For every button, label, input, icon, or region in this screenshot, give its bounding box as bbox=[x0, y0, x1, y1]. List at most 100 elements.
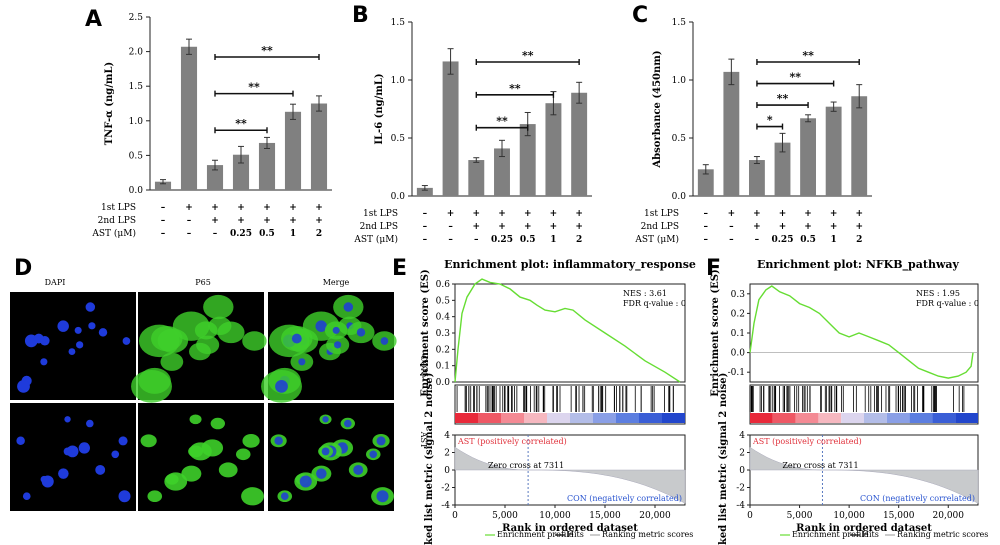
nucleus bbox=[298, 358, 306, 366]
nucleus bbox=[322, 416, 329, 423]
condition-cell: + bbox=[804, 209, 812, 219]
condition-cell: + bbox=[185, 203, 193, 213]
bar bbox=[749, 160, 765, 196]
es-axis-label: Enrichment score (ES) bbox=[420, 269, 431, 396]
condition-cell: + bbox=[315, 216, 323, 226]
condition-cell: + bbox=[447, 209, 455, 219]
condition-cell: + bbox=[473, 222, 481, 232]
condition-cell: + bbox=[855, 209, 863, 219]
nucleus bbox=[291, 333, 302, 344]
zero-cross-label: Zero cross at 7311 bbox=[782, 461, 858, 470]
nucleus bbox=[22, 492, 31, 501]
condition-cell: + bbox=[779, 209, 787, 219]
panel-label-b: B bbox=[352, 3, 369, 28]
nucleus bbox=[57, 320, 69, 332]
condition-cell: – bbox=[474, 235, 479, 245]
p65-signal bbox=[140, 434, 157, 448]
x-tick-label: 20,000 bbox=[639, 511, 671, 521]
enrichment-curve bbox=[749, 285, 974, 379]
p65-signal bbox=[235, 448, 251, 461]
nes-label: NES : 1.95 bbox=[916, 289, 960, 298]
y-tick-label: 1.0 bbox=[672, 76, 687, 86]
p65-signal bbox=[131, 370, 172, 403]
bar bbox=[468, 160, 485, 196]
condition-cell: 0.5 bbox=[259, 229, 275, 239]
legend-metric: Ranking metric scores bbox=[897, 530, 988, 539]
nucleus bbox=[343, 302, 354, 312]
nucleus bbox=[118, 436, 128, 446]
fdr-label: FDR q-value : 0 bbox=[623, 299, 686, 308]
x-tick-label: 5,000 bbox=[492, 511, 518, 521]
nucleus bbox=[63, 447, 72, 456]
significance-label: ** bbox=[235, 117, 247, 130]
rank-color-band bbox=[547, 413, 570, 423]
es-tick-label: 0.4 bbox=[436, 313, 451, 323]
bar bbox=[851, 96, 868, 196]
ranking-metric-area bbox=[454, 446, 686, 504]
p65-signal bbox=[242, 434, 260, 448]
condition-cell: – bbox=[729, 235, 734, 245]
y-tick-label: 1.0 bbox=[129, 117, 144, 127]
significance-label: ** bbox=[790, 71, 802, 84]
x-axis-label: Rank in ordered dataset bbox=[796, 523, 932, 534]
condition-cell: – bbox=[729, 222, 734, 232]
condition-cell: – bbox=[187, 229, 192, 239]
p65-signal bbox=[147, 490, 163, 503]
condition-cell: + bbox=[211, 216, 219, 226]
condition-cell: + bbox=[315, 203, 323, 213]
negative-label: CON (negatively correlated) bbox=[860, 494, 975, 503]
legend-profile: Enrichment profile bbox=[792, 530, 869, 539]
rank-color-band bbox=[616, 413, 639, 423]
rank-color-band bbox=[795, 413, 819, 423]
nucleus bbox=[98, 328, 108, 337]
micrograph bbox=[261, 292, 397, 403]
condition-cell: + bbox=[575, 209, 583, 219]
condition-cell: + bbox=[237, 216, 245, 226]
nucleus bbox=[58, 468, 69, 479]
condition-cell: 2 bbox=[576, 235, 582, 245]
metric-tick-label: 2 bbox=[444, 449, 450, 459]
condition-cell: – bbox=[423, 235, 428, 245]
panel-label-c: C bbox=[632, 3, 648, 28]
condition-cell: + bbox=[830, 209, 838, 219]
condition-cell: 0.25 bbox=[772, 235, 794, 245]
condition-cell: + bbox=[804, 222, 812, 232]
condition-cell: – bbox=[161, 216, 166, 226]
metric-axis-label: Ranked list metric (signal 2 noise) bbox=[718, 373, 729, 545]
rank-color-band bbox=[662, 413, 685, 423]
condition-cell: + bbox=[524, 209, 532, 219]
es-tick-label: 0.1 bbox=[436, 362, 450, 372]
bar bbox=[519, 124, 536, 196]
condition-cell: – bbox=[423, 209, 428, 219]
condition-row-label: AST (μM) bbox=[91, 228, 136, 239]
nucleus bbox=[16, 436, 25, 446]
nucleus bbox=[74, 326, 82, 334]
x-tick-label: 20,000 bbox=[933, 511, 965, 521]
bar bbox=[697, 169, 714, 196]
significance-label: ** bbox=[261, 44, 273, 57]
es-tick-label: -0.1 bbox=[728, 368, 745, 378]
condition-cell: – bbox=[704, 209, 709, 219]
significance-label: * bbox=[767, 114, 773, 127]
es-tick-label: 0.6 bbox=[436, 280, 451, 290]
y-tick-label: 2.5 bbox=[129, 13, 144, 23]
metric-tick-label: 0 bbox=[444, 466, 450, 476]
bar bbox=[180, 46, 198, 191]
condition-cell: 0.5 bbox=[800, 235, 816, 245]
bar bbox=[571, 92, 588, 196]
x-tick-label: 5,000 bbox=[787, 511, 813, 521]
y-tick-label: 0.5 bbox=[672, 134, 687, 144]
fdr-label: FDR q-value : 0 bbox=[916, 299, 979, 308]
condition-cell: + bbox=[830, 222, 838, 232]
x-tick-label: 0 bbox=[452, 511, 458, 521]
nucleus bbox=[111, 450, 120, 459]
bar bbox=[258, 142, 276, 190]
metric-tick-label: 4 bbox=[739, 431, 745, 441]
x-axis-label: Rank in ordered dataset bbox=[502, 523, 638, 534]
gsea-plot-nfkb: Enrichment plot: NFKB_pathway 0.3 0.2 0.1 0.… bbox=[710, 258, 988, 545]
nucleus bbox=[95, 464, 106, 475]
hit-lines bbox=[456, 386, 674, 412]
condition-cell: + bbox=[779, 222, 787, 232]
x-tick-label: 10,000 bbox=[539, 511, 571, 521]
condition-cell: 2 bbox=[316, 229, 322, 239]
